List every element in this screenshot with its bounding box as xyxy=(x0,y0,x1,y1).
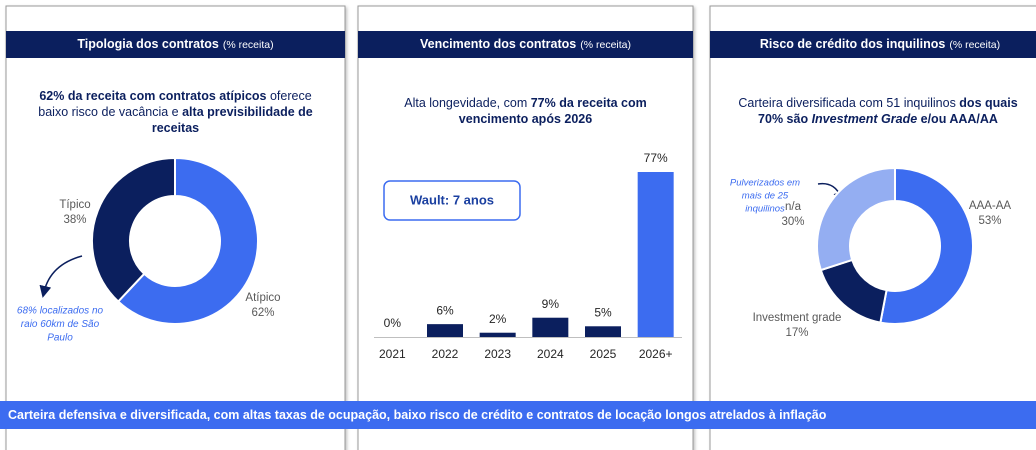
description-line: baixo risco de vacância e alta previsibi… xyxy=(38,105,312,119)
description-segment: Alta longevidade, com xyxy=(404,96,530,110)
donut-segment xyxy=(91,156,176,303)
description-segment: 62% da receita com contratos atípicos xyxy=(39,89,266,103)
description-segment: Carteira diversificada com 51 inquilinos xyxy=(738,96,959,110)
annotation: inquilinos xyxy=(745,204,785,215)
description-segment: oferece xyxy=(267,89,312,103)
panel-title: Risco de crédito dos inquilinos (% receit… xyxy=(760,37,1000,51)
description-line: Alta longevidade, com 77% da receita com xyxy=(404,96,647,110)
annotation: Pulverizados em xyxy=(730,178,800,189)
description-line: vencimento após 2026 xyxy=(459,112,592,126)
segment-value: 62% xyxy=(251,307,274,319)
donut-segment xyxy=(879,166,975,325)
segment-value: 38% xyxy=(63,214,86,226)
donut-segment xyxy=(816,166,896,272)
footer-banner xyxy=(0,401,1036,429)
x-tick-label: 2026+ xyxy=(639,347,673,361)
x-tick-label: 2025 xyxy=(590,347,617,361)
description-segment: dos quais xyxy=(959,96,1017,110)
subtitle: (% receita) xyxy=(580,39,631,51)
description-line: Carteira diversificada com 51 inquilinos… xyxy=(738,96,1017,110)
subtitle: (% receita) xyxy=(949,39,1000,51)
x-tick-label: 2024 xyxy=(537,347,564,361)
annotation-arrow xyxy=(39,255,83,298)
panel-header xyxy=(6,31,345,58)
segment-label: Investment grade xyxy=(753,312,842,324)
description-segment: receitas xyxy=(152,121,199,135)
segment-label: Típico xyxy=(59,199,90,211)
panel xyxy=(709,5,1036,450)
description-segment: e/ou AAA/AA xyxy=(917,112,998,126)
annotation: mais de 25 xyxy=(742,191,789,202)
panel-header xyxy=(710,31,1036,58)
description-line: receitas xyxy=(152,121,199,135)
panel xyxy=(5,5,346,450)
panel-title: Vencimento dos contratos (% receita) xyxy=(420,37,631,51)
description-segment: alta previsibilidade de xyxy=(182,105,313,119)
description-segment: 77% da receita com xyxy=(531,96,647,110)
subtitle: (% receita) xyxy=(223,39,274,51)
segment-label: Atípico xyxy=(245,292,280,304)
description-segment: 70% são xyxy=(758,112,812,126)
x-tick-label: 2023 xyxy=(484,347,511,361)
title: Risco de crédito dos inquilinos xyxy=(760,37,945,51)
segment-value: 53% xyxy=(978,215,1001,227)
x-tick-label: 2022 xyxy=(432,347,459,361)
x-tick-label: 2021 xyxy=(379,347,406,361)
panel-header xyxy=(358,31,693,58)
annotation: raio 60km de São xyxy=(21,319,100,330)
panel xyxy=(357,5,694,450)
description-segment: Investment Grade xyxy=(812,112,918,126)
value-label: 9% xyxy=(542,297,560,311)
title: Tipologia dos contratos xyxy=(77,37,218,51)
value-label: 2% xyxy=(489,312,507,326)
description-segment: vencimento após 2026 xyxy=(459,112,592,126)
segment-label: AAA-AA xyxy=(969,200,1012,212)
description-segment: baixo risco de vacância e xyxy=(38,105,182,119)
segment-label: n/a xyxy=(785,201,802,213)
donut-segment xyxy=(116,156,259,325)
description-line: 62% da receita com contratos atípicos of… xyxy=(39,89,311,103)
value-label: 5% xyxy=(594,305,612,319)
bar xyxy=(532,317,569,337)
bar xyxy=(585,326,621,337)
value-label: 77% xyxy=(644,151,668,165)
footer-text: Carteira defensiva e diversificada, com … xyxy=(8,408,827,422)
segment-value: 17% xyxy=(785,327,808,339)
panel-title: Tipologia dos contratos (% receita) xyxy=(77,37,273,51)
value-label: 0% xyxy=(384,316,402,330)
bar xyxy=(637,172,674,337)
description-line: 70% são Investment Grade e/ou AAA/AA xyxy=(758,112,998,126)
annotation: Wault: 7 anos xyxy=(410,192,494,207)
title: Vencimento dos contratos xyxy=(420,37,576,51)
segment-value: 30% xyxy=(781,216,804,228)
wault-box xyxy=(383,180,521,221)
annotation: 68% localizados no xyxy=(17,306,104,317)
value-label: 6% xyxy=(436,303,454,317)
annotation: Paulo xyxy=(47,333,73,344)
bar xyxy=(427,324,463,337)
bar xyxy=(479,332,516,337)
